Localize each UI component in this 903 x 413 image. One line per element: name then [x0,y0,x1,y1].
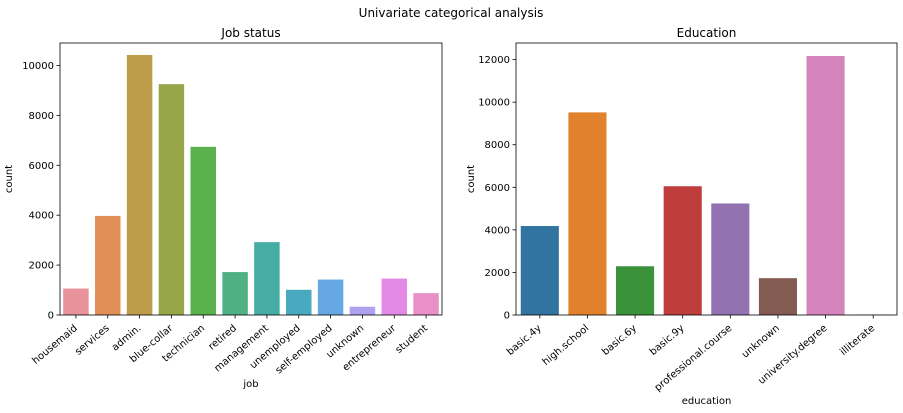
job-ytick-label: 6000 [29,161,54,172]
job-xtick-label: management [212,323,270,375]
education-bar-university-degree [806,55,845,315]
education-ytick-label: 12000 [478,55,510,66]
education-xtick-label: basic.4y [505,323,544,358]
job-bar-services [95,215,121,315]
education-ytick-label: 2000 [485,268,510,279]
job-bar-self-employed [317,279,344,315]
job-bar-retired [222,272,248,315]
education-ytick-label: 8000 [485,140,510,151]
education-chart: 0 2000 4000 6000 8000 10000 12000 basic.4yhigh.… [466,26,898,407]
job-bar-admin [126,54,153,315]
job-axes-frame [59,42,443,316]
job-ytick-label: 0 [48,311,54,322]
job-xtick-label: self-employed [274,323,335,377]
job-bar-entrepreneur [381,278,407,315]
job-ytick-label: 8000 [29,111,54,122]
education-bar-basic-4y [520,226,559,315]
education-bar-unknown [758,278,797,315]
education-xtick-label: illiterate [838,323,877,358]
education-chart-title: Education [677,26,737,40]
education-bar-high-school [568,112,607,315]
education-x-axis-label: education [682,396,732,407]
education-ytick-label: 6000 [485,183,510,194]
job-chart-title: Job status [220,26,280,40]
figure-suptitle: Univariate categorical analysis [359,6,544,20]
job-status-chart: 0200040006000800010000housemaidservicesa… [4,26,443,390]
education-ytick-label: 4000 [485,225,510,236]
job-xtick-label: services [73,323,112,358]
job-xtick-label: housemaid [31,323,80,367]
education-bar-basic-6y [616,266,655,315]
job-ytick-label: 4000 [29,211,54,222]
education-ytick-label: 0 [504,311,510,322]
education-bar-basic-9y [663,186,702,315]
job-x-axis-label: job [242,379,258,390]
education-ytick-label: 10000 [478,98,510,109]
education-xtick-label: basic.9y [648,323,687,358]
education-bar-professional-course [711,203,750,315]
job-y-axis-label: count [4,165,15,193]
education-xtick-label: high.school [541,323,592,368]
job-bar-unemployed [286,289,312,315]
education-y-axis-label: count [466,165,477,193]
job-ytick-label: 2000 [29,261,54,272]
job-xtick-label: student [394,323,430,356]
education-axes-frame [515,42,898,316]
education-xtick-label: professional.course [653,323,735,394]
job-bar-unknown [349,306,376,315]
job-bar-management [254,242,280,315]
job-bar-student [413,293,439,315]
job-bar-blue-collar [158,84,185,315]
education-xtick-label: unknown [740,323,782,361]
education-xtick-label: basic.6y [600,323,639,358]
job-bar-housemaid [63,288,89,315]
job-ytick-label: 10000 [22,61,54,72]
job-bar-technician [190,146,216,315]
